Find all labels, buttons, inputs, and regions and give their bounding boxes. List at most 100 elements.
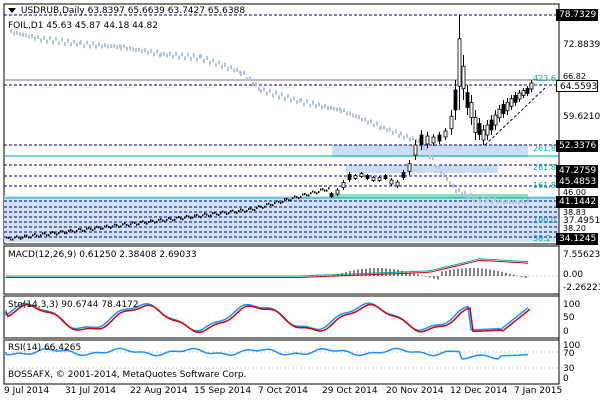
price-candle-body — [353, 175, 358, 179]
foil-bar — [200, 54, 202, 59]
price-candle — [164, 220, 166, 223]
foil-bar — [400, 131, 402, 136]
price-candle — [194, 214, 196, 217]
price-candle — [86, 227, 88, 230]
price-candle — [304, 193, 306, 196]
foil-bar — [116, 45, 118, 50]
macd-plot — [4, 258, 559, 280]
x-label-7: 12 Dec 2014 — [450, 386, 508, 396]
foil-bar — [389, 127, 391, 132]
rsi-axis-30: 30 — [563, 364, 575, 374]
price-candle-body — [497, 108, 502, 119]
foil-bar — [321, 105, 323, 110]
x-label-1: 31 Jul 2014 — [65, 386, 116, 396]
foil-bar — [110, 44, 112, 49]
price-candle — [300, 195, 302, 198]
price-candle-body — [395, 181, 400, 187]
foil-bar — [512, 200, 514, 205]
foil-bar — [107, 44, 109, 49]
macd-axis-top: 7.55623 — [563, 250, 600, 260]
price-axis-59: 59.6210 — [563, 112, 600, 122]
price-candle — [52, 231, 54, 234]
foil-bar — [73, 39, 75, 44]
price-candle — [268, 202, 270, 205]
price-candle — [320, 188, 322, 191]
foil-bar — [218, 60, 220, 65]
foil-bar — [13, 31, 15, 36]
copyright-text: BOSSAFX, © 2001-2014, MetaQuotes Softwar… — [8, 370, 247, 380]
price-candle — [186, 214, 188, 217]
price-candle — [82, 230, 84, 233]
price-candle — [208, 215, 210, 218]
fib-label-5: 100.0 — [533, 216, 556, 225]
price-candle — [24, 234, 26, 237]
price-candle — [296, 196, 298, 199]
price-candle — [32, 234, 34, 237]
price-candle-body — [425, 135, 430, 145]
foil-bar — [258, 86, 260, 91]
foil-bar — [212, 58, 214, 63]
price-candle-body — [407, 163, 412, 172]
foil-bar — [467, 195, 469, 200]
foil-bar — [138, 47, 140, 52]
rsi-panel[interactable] — [3, 339, 560, 385]
foil-bar — [330, 105, 332, 110]
price-candle — [80, 228, 82, 231]
foil-bar — [230, 65, 232, 70]
foil-bar — [358, 115, 360, 120]
price-candle — [114, 223, 116, 226]
foil-bar — [386, 128, 388, 133]
price-candle — [134, 221, 136, 224]
price-candle — [240, 208, 242, 211]
price-candle — [60, 230, 62, 233]
foil-bar — [373, 123, 375, 128]
price-candle — [222, 210, 224, 213]
foil-bar — [403, 135, 405, 140]
price-candle — [294, 195, 296, 198]
foil-bar — [473, 197, 475, 202]
foil-bar — [95, 44, 97, 49]
price-candle-body — [449, 115, 454, 130]
price-candle — [112, 225, 114, 228]
price-candle — [292, 197, 294, 200]
foil-bar — [518, 200, 520, 205]
stoch-plot — [5, 302, 531, 334]
foil-bar — [55, 36, 57, 41]
rsi-axis-70: 70 — [563, 349, 575, 359]
stoch-panel[interactable] — [3, 295, 560, 339]
rsi-axis-0: 0 — [563, 374, 569, 384]
price-candle-body — [453, 89, 458, 111]
fib-label-4: 161.8 — [533, 181, 556, 190]
foil-bar — [509, 200, 511, 205]
price-candle — [310, 192, 312, 195]
price-candle — [328, 187, 330, 190]
x-label-8: 7 Jan 2015 — [514, 386, 563, 396]
foil-bar — [43, 35, 45, 40]
price-candle — [26, 234, 28, 237]
price-candle-body — [481, 129, 486, 141]
foil-bar — [58, 41, 60, 46]
symbol-dropdown-icon[interactable] — [8, 8, 16, 13]
foil-bar — [340, 109, 342, 114]
foil-bar — [376, 121, 378, 126]
foil-bar — [494, 197, 496, 202]
price-tag-52: 52.3376 — [556, 140, 598, 152]
price-candle — [248, 207, 250, 210]
foil-bar — [296, 100, 298, 105]
price-candle-body — [473, 117, 478, 133]
price-candle — [88, 226, 90, 229]
foil-bar — [40, 38, 42, 43]
x-label-0: 9 Jul 2014 — [4, 386, 50, 396]
foil-bar — [446, 176, 448, 181]
price-candle — [40, 234, 42, 237]
stoch-axis-50: 50 — [563, 313, 575, 323]
price-candle-body — [359, 173, 364, 177]
price-candle — [204, 212, 206, 215]
foil-bar — [438, 165, 440, 170]
foil-bar — [144, 48, 146, 53]
foil-bar — [349, 111, 351, 116]
price-candle — [42, 232, 44, 235]
price-candle — [288, 199, 290, 202]
fib-label-2: 261.8 — [533, 144, 556, 153]
